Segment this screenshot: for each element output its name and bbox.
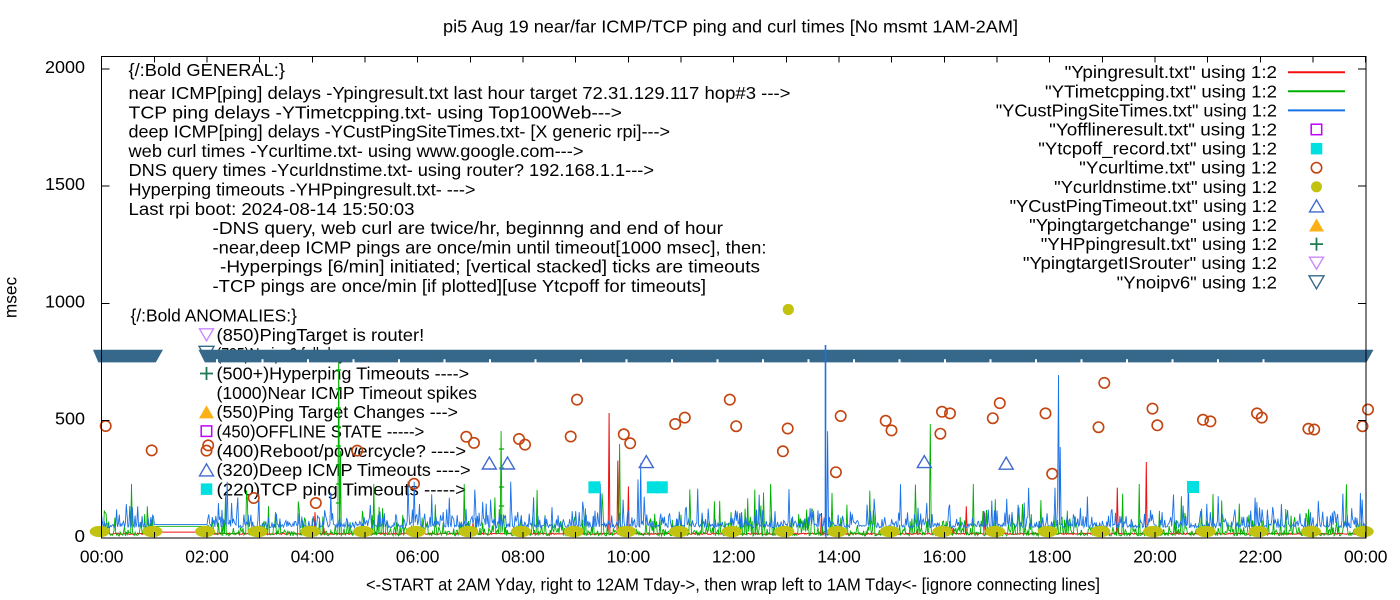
- svg-text:08:00: 08:00: [501, 546, 545, 566]
- svg-text:500: 500: [55, 409, 85, 429]
- svg-text:12:00: 12:00: [712, 546, 756, 566]
- svg-text:"Ypingresult.txt" using 1:2: "Ypingresult.txt" using 1:2: [1065, 62, 1277, 82]
- svg-text:(450)OFFLINE STATE ----->: (450)OFFLINE STATE ----->: [217, 422, 425, 442]
- svg-text:00:00: 00:00: [1344, 546, 1388, 566]
- svg-text:deep ICMP[ping] delays -YCustP: deep ICMP[ping] delays -YCustPingSiteTim…: [129, 122, 671, 142]
- svg-text:06:00: 06:00: [396, 546, 440, 566]
- svg-text:1000: 1000: [45, 291, 85, 311]
- svg-text:TCP ping delays -YTimetcpping.: TCP ping delays -YTimetcpping.txt- using…: [129, 102, 623, 122]
- svg-text:1500: 1500: [45, 174, 85, 194]
- svg-text:msec: msec: [1, 277, 21, 319]
- svg-text:"YCustPingTimeout.txt" using 1: "YCustPingTimeout.txt" using 1:2: [1010, 196, 1277, 216]
- svg-text:"Ycurltime.txt" using 1:2: "Ycurltime.txt" using 1:2: [1079, 158, 1277, 178]
- svg-text:(320)Deep ICMP Timeouts ---->: (320)Deep ICMP Timeouts ---->: [217, 460, 471, 480]
- svg-text:(850)PingTarget is router!: (850)PingTarget is router!: [217, 325, 425, 345]
- svg-text:Hyperping timeouts -YHPpingres: Hyperping timeouts -YHPpingresult.txt- -…: [129, 180, 476, 200]
- svg-text:"Yofflineresult.txt" using 1:2: "Yofflineresult.txt" using 1:2: [1049, 120, 1277, 140]
- svg-text:(500+)Hyperping Timeouts ---->: (500+)Hyperping Timeouts ---->: [217, 364, 470, 384]
- svg-text:Last rpi boot: 2024-08-14 15:5: Last rpi boot: 2024-08-14 15:50:03: [129, 199, 415, 219]
- svg-text:20:00: 20:00: [1133, 546, 1177, 566]
- svg-text:(550)Ping Target Changes --->: (550)Ping Target Changes --->: [217, 402, 459, 422]
- svg-text:"Ytcpoff_record.txt" using 1:2: "Ytcpoff_record.txt" using 1:2: [1038, 139, 1277, 159]
- svg-text:0: 0: [75, 526, 86, 546]
- svg-text:-TCP pings are once/min [if pl: -TCP pings are once/min [if plotted][use…: [213, 276, 707, 296]
- svg-text:"YpingtargetISrouter" using 1:: "YpingtargetISrouter" using 1:2: [1023, 253, 1277, 273]
- svg-text:DNS query times -Ycurldnstime.: DNS query times -Ycurldnstime.txt- using…: [129, 160, 655, 180]
- svg-text:pi5 Aug 19 near/far ICMP/TCP: pi5 Aug 19 near/far ICMP/TCP ping and cu…: [443, 17, 1018, 37]
- svg-text:{/:Bold GENERAL:}: {/:Bold GENERAL:}: [129, 60, 286, 80]
- svg-text:02:00: 02:00: [185, 546, 229, 566]
- svg-text:"YHPpingresult.txt" using 1:2: "YHPpingresult.txt" using 1:2: [1041, 234, 1277, 254]
- svg-text:"YTimetcpping.txt" using 1:2: "YTimetcpping.txt" using 1:2: [1045, 81, 1277, 101]
- svg-text:16:00: 16:00: [923, 546, 967, 566]
- svg-text:web curl times -Ycurltime.txt-: web curl times -Ycurltime.txt- using www…: [127, 141, 583, 161]
- svg-text:-near,deep ICMP pings are once: -near,deep ICMP pings are once/min until…: [213, 237, 767, 257]
- svg-text:"Ynoipv6" using 1:2: "Ynoipv6" using 1:2: [1117, 272, 1277, 292]
- svg-text:2000: 2000: [45, 57, 85, 77]
- svg-text:-DNS query, web curl are twice: -DNS query, web curl are twice/hr, begin…: [213, 218, 724, 238]
- svg-text:-Hyperpings [6/min] initiated;: -Hyperpings [6/min] initiated; [vertical…: [220, 257, 760, 277]
- svg-text:"Ycurldnstime.txt" using 1:2: "Ycurldnstime.txt" using 1:2: [1054, 177, 1277, 197]
- svg-text:(1000)Near ICMP Timeout spikes: (1000)Near ICMP Timeout spikes: [217, 383, 478, 403]
- svg-text:"YCustPingSiteTimes.txt" using: "YCustPingSiteTimes.txt" using 1:2: [996, 100, 1277, 120]
- svg-text:"Ypingtargetchange" using 1:2: "Ypingtargetchange" using 1:2: [1029, 215, 1277, 235]
- svg-text:22:00: 22:00: [1239, 546, 1283, 566]
- svg-text:00:00: 00:00: [80, 546, 124, 566]
- svg-text:14:00: 14:00: [817, 546, 861, 566]
- svg-text:<-START at 2AM Yday, right to: <-START at 2AM Yday, right to 12AM Tday-…: [366, 574, 1100, 594]
- svg-text:{/:Bold ANOMALIES:}: {/:Bold ANOMALIES:}: [131, 306, 298, 326]
- svg-text:10:00: 10:00: [607, 546, 651, 566]
- svg-text:18:00: 18:00: [1028, 546, 1072, 566]
- svg-text:(400)Reboot/powercycle? ---->: (400)Reboot/powercycle? ---->: [217, 441, 467, 461]
- svg-text:04:00: 04:00: [291, 546, 335, 566]
- svg-text:near ICMP[ping] delays -Ypingr: near ICMP[ping] delays -Ypingresult.txt …: [129, 83, 791, 103]
